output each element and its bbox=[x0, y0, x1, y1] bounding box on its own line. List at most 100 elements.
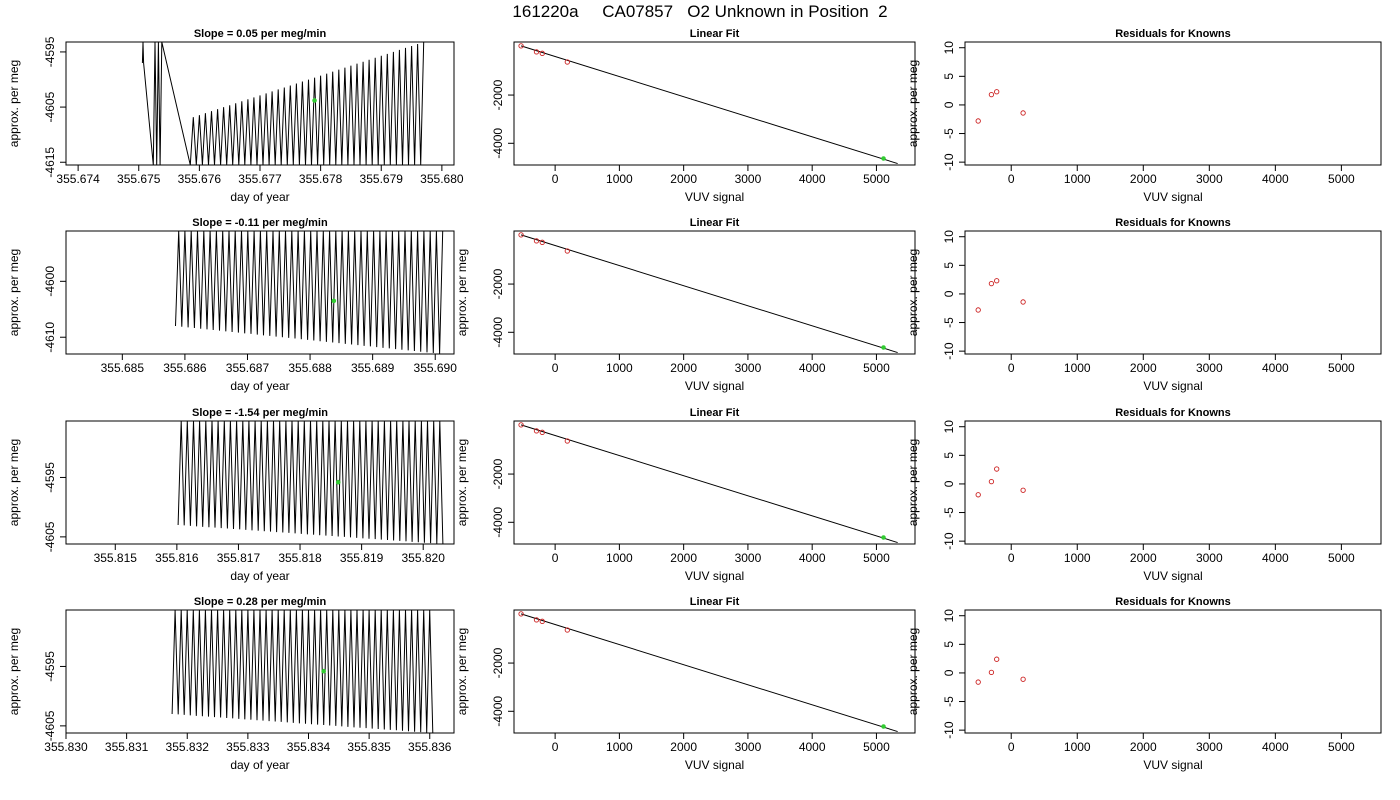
plot-area bbox=[518, 422, 898, 544]
y-axis-label: approx. per meg bbox=[906, 60, 920, 147]
x-tick-label: 355.836 bbox=[408, 740, 452, 754]
panel-title: Residuals for Knowns bbox=[1115, 407, 1231, 419]
x-tick-label: 2000 bbox=[670, 172, 697, 186]
x-tick-label: 2000 bbox=[1130, 172, 1157, 186]
data-trace bbox=[177, 421, 444, 544]
known-point bbox=[1020, 676, 1026, 682]
y-tick-label: -4605 bbox=[43, 521, 57, 552]
x-tick-label: 355.687 bbox=[226, 361, 270, 375]
x-tick-label: 1000 bbox=[1064, 551, 1091, 565]
y-axis-label: approx. per meg bbox=[906, 628, 920, 715]
panel-3-1: Slope = -1.54 per meg/min day of year appr… bbox=[7, 407, 455, 583]
known-point bbox=[994, 466, 1000, 472]
x-axis-label: day of year bbox=[230, 758, 289, 772]
known-point bbox=[518, 43, 524, 49]
x-tick-label: 4000 bbox=[1262, 551, 1289, 565]
panel-title: Slope = -1.54 per meg/min bbox=[192, 407, 328, 419]
x-tick-label: 5000 bbox=[863, 361, 890, 375]
x-tick-label: 355.690 bbox=[414, 361, 458, 375]
y-tick-label: -2000 bbox=[491, 268, 505, 299]
known-point bbox=[988, 669, 995, 676]
unknown-point bbox=[881, 345, 886, 350]
x-tick-label: 0 bbox=[1008, 172, 1015, 186]
fit-line bbox=[520, 45, 898, 165]
panel-title: Residuals for Knowns bbox=[1115, 217, 1231, 229]
panel-3-3: Residuals for Knowns VUV signal approx. pe… bbox=[906, 407, 1382, 583]
known-point bbox=[539, 429, 545, 435]
plot-frame bbox=[964, 420, 1382, 545]
known-point bbox=[975, 118, 981, 124]
y-tick-label: 10 bbox=[942, 420, 956, 434]
y-tick-label: -4595 bbox=[43, 462, 57, 493]
y-tick-label: -5 bbox=[942, 317, 956, 328]
unknown-point bbox=[331, 298, 337, 304]
known-point bbox=[1020, 487, 1026, 493]
x-axis-label: VUV signal bbox=[1143, 379, 1202, 393]
panel-3-2: Linear Fit VUV signal approx. per meg 0 1000… bbox=[455, 407, 916, 583]
y-axis-label: approx. per meg bbox=[455, 439, 469, 526]
panel-title: Linear Fit bbox=[690, 217, 740, 229]
y-tick-label: -2000 bbox=[491, 79, 505, 110]
known-point bbox=[564, 59, 570, 65]
x-tick-label: 5000 bbox=[1328, 551, 1355, 565]
unknown-point bbox=[335, 479, 341, 485]
known-point bbox=[533, 49, 540, 55]
plot-area bbox=[177, 421, 444, 544]
known-point bbox=[533, 238, 540, 244]
x-tick-label: 5000 bbox=[863, 172, 890, 186]
x-tick-label: 1000 bbox=[1064, 740, 1091, 754]
y-tick-label: -10 bbox=[942, 721, 956, 739]
x-tick-label: 0 bbox=[552, 172, 559, 186]
x-tick-label: 0 bbox=[1008, 361, 1015, 375]
panel-title: Slope = 0.28 per meg/min bbox=[194, 596, 327, 608]
plot-frame bbox=[65, 230, 455, 355]
known-point bbox=[994, 89, 1000, 95]
plot-frame bbox=[65, 420, 455, 545]
plot-frame bbox=[65, 609, 455, 734]
x-tick-label: 355.832 bbox=[166, 740, 210, 754]
known-point bbox=[533, 428, 540, 434]
plot-area bbox=[975, 466, 1026, 498]
x-tick-label: 3000 bbox=[735, 361, 762, 375]
panel-2-3: Residuals for Knowns VUV signal approx. pe… bbox=[906, 217, 1382, 393]
x-axis-label: VUV signal bbox=[1143, 758, 1202, 772]
y-tick-label: -5 bbox=[942, 696, 956, 707]
known-point bbox=[539, 618, 545, 624]
y-tick-label: -2000 bbox=[491, 458, 505, 489]
y-tick-label: 5 bbox=[942, 262, 956, 269]
y-tick-label: 10 bbox=[942, 609, 956, 623]
known-point bbox=[564, 438, 570, 444]
y-tick-label: 0 bbox=[942, 480, 956, 487]
x-tick-label: 2000 bbox=[1130, 551, 1157, 565]
known-point bbox=[539, 239, 545, 245]
y-tick-label: 10 bbox=[942, 41, 956, 55]
y-tick-label: -4605 bbox=[43, 91, 57, 122]
x-tick-label: 5000 bbox=[1328, 361, 1355, 375]
x-tick-label: 4000 bbox=[799, 361, 826, 375]
x-tick-label: 355.688 bbox=[288, 361, 332, 375]
x-tick-label: 4000 bbox=[799, 551, 826, 565]
x-tick-label: 355.674 bbox=[56, 172, 100, 186]
x-tick-label: 355.819 bbox=[340, 551, 384, 565]
y-tick-label: 5 bbox=[942, 452, 956, 459]
known-point bbox=[564, 248, 570, 254]
panel-1-3: Residuals for Knowns VUV signal approx. pe… bbox=[906, 28, 1382, 204]
plot-area bbox=[975, 656, 1026, 685]
x-tick-label: 3000 bbox=[735, 740, 762, 754]
plot-area bbox=[518, 43, 898, 165]
x-axis-label: VUV signal bbox=[685, 379, 744, 393]
x-tick-label: 2000 bbox=[670, 551, 697, 565]
y-tick-label: -4610 bbox=[43, 322, 57, 353]
unknown-point bbox=[881, 156, 886, 161]
data-trace bbox=[175, 231, 444, 354]
x-tick-label: 355.689 bbox=[351, 361, 395, 375]
x-tick-label: 355.817 bbox=[217, 551, 261, 565]
x-tick-label: 355.830 bbox=[44, 740, 88, 754]
plot-area bbox=[518, 611, 898, 733]
y-tick-label: -10 bbox=[942, 153, 956, 171]
plot-area bbox=[975, 89, 1026, 124]
x-tick-label: 0 bbox=[1008, 740, 1015, 754]
x-axis-label: VUV signal bbox=[685, 190, 744, 204]
x-tick-label: 0 bbox=[552, 361, 559, 375]
figure-title: 161220a CA07857 O2 Unknown in Position 2 bbox=[512, 2, 888, 21]
